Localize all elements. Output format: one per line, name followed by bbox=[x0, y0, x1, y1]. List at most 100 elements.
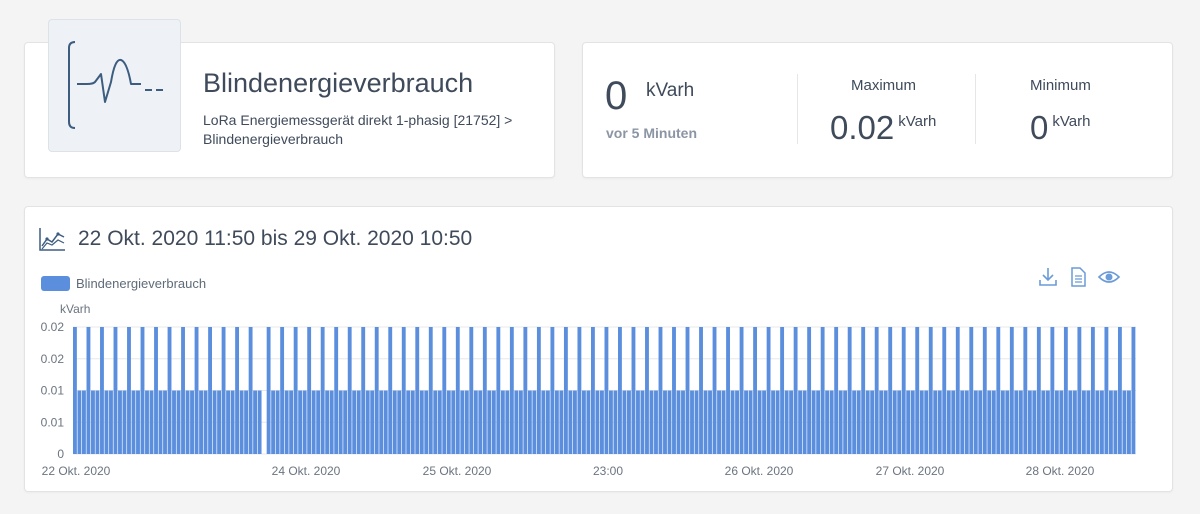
bar[interactable] bbox=[1072, 390, 1077, 455]
bar[interactable] bbox=[361, 327, 366, 454]
bar[interactable] bbox=[284, 390, 289, 455]
bar[interactable] bbox=[694, 390, 699, 455]
bar[interactable] bbox=[181, 327, 185, 454]
bar[interactable] bbox=[829, 390, 834, 455]
bar[interactable] bbox=[784, 390, 789, 455]
bar[interactable] bbox=[505, 390, 510, 455]
bar[interactable] bbox=[482, 327, 487, 454]
bar[interactable] bbox=[955, 327, 960, 454]
bar[interactable] bbox=[780, 327, 785, 454]
bar[interactable] bbox=[127, 327, 131, 454]
bar[interactable] bbox=[654, 390, 658, 455]
bar[interactable] bbox=[406, 390, 411, 455]
bar[interactable] bbox=[131, 390, 136, 455]
bar[interactable] bbox=[451, 390, 456, 455]
bar[interactable] bbox=[244, 390, 249, 455]
bar[interactable] bbox=[338, 390, 343, 455]
bar[interactable] bbox=[446, 390, 451, 455]
bar[interactable] bbox=[766, 327, 771, 454]
bar[interactable] bbox=[825, 390, 830, 455]
bar[interactable] bbox=[95, 390, 100, 455]
bar[interactable] bbox=[500, 390, 505, 455]
download-icon[interactable] bbox=[1038, 266, 1058, 288]
bar[interactable] bbox=[370, 390, 375, 455]
bar[interactable] bbox=[1081, 390, 1086, 455]
bar[interactable] bbox=[964, 390, 969, 455]
bar[interactable] bbox=[843, 390, 848, 455]
bar[interactable] bbox=[928, 327, 933, 454]
bar[interactable] bbox=[672, 327, 676, 454]
bar[interactable] bbox=[649, 390, 654, 455]
document-icon[interactable] bbox=[1069, 266, 1087, 288]
bar[interactable] bbox=[77, 390, 82, 455]
bar[interactable] bbox=[577, 327, 582, 454]
bar[interactable] bbox=[163, 390, 167, 455]
bar[interactable] bbox=[221, 327, 226, 454]
bar[interactable] bbox=[248, 327, 253, 454]
bar[interactable] bbox=[1009, 327, 1014, 454]
bar[interactable] bbox=[1059, 390, 1064, 455]
bar[interactable] bbox=[572, 390, 577, 455]
bar[interactable] bbox=[275, 390, 280, 455]
bar[interactable] bbox=[347, 327, 352, 454]
bar[interactable] bbox=[973, 390, 978, 455]
bar[interactable] bbox=[194, 327, 199, 454]
bar[interactable] bbox=[122, 390, 127, 455]
bar[interactable] bbox=[329, 390, 334, 455]
bar[interactable] bbox=[257, 390, 262, 455]
bar[interactable] bbox=[424, 390, 429, 455]
bar[interactable] bbox=[1032, 390, 1037, 455]
bar[interactable] bbox=[762, 390, 767, 455]
bar[interactable] bbox=[316, 390, 321, 455]
bar[interactable] bbox=[379, 390, 384, 455]
bar[interactable] bbox=[892, 390, 897, 455]
bar[interactable] bbox=[753, 327, 758, 454]
bar[interactable] bbox=[532, 390, 537, 455]
bar[interactable] bbox=[563, 327, 568, 454]
bar[interactable] bbox=[226, 390, 231, 455]
bar[interactable] bbox=[343, 390, 348, 455]
bar[interactable] bbox=[969, 327, 974, 454]
bar[interactable] bbox=[410, 390, 415, 455]
bar[interactable] bbox=[302, 390, 307, 455]
bar[interactable] bbox=[636, 390, 640, 455]
bar[interactable] bbox=[699, 327, 703, 454]
bar[interactable] bbox=[104, 390, 109, 455]
bar[interactable] bbox=[365, 390, 370, 455]
bar[interactable] bbox=[1014, 390, 1019, 455]
bar[interactable] bbox=[527, 390, 532, 455]
bar[interactable] bbox=[253, 390, 258, 455]
bar[interactable] bbox=[631, 327, 636, 454]
bar[interactable] bbox=[590, 327, 595, 454]
bar[interactable] bbox=[271, 390, 276, 455]
bar[interactable] bbox=[879, 390, 884, 455]
bar[interactable] bbox=[86, 327, 91, 454]
bar[interactable] bbox=[460, 390, 465, 455]
bar[interactable] bbox=[924, 390, 929, 455]
bar[interactable] bbox=[613, 390, 618, 455]
bar[interactable] bbox=[374, 327, 379, 454]
bar[interactable] bbox=[856, 390, 861, 455]
bar[interactable] bbox=[996, 327, 1001, 454]
bar[interactable] bbox=[230, 390, 235, 455]
bar[interactable] bbox=[870, 390, 875, 455]
bar[interactable] bbox=[1005, 390, 1010, 455]
bar[interactable] bbox=[167, 327, 172, 454]
bar[interactable] bbox=[172, 390, 176, 455]
legend-swatch[interactable] bbox=[41, 276, 70, 291]
bar[interactable] bbox=[708, 390, 712, 455]
bar[interactable] bbox=[820, 327, 825, 454]
bar[interactable] bbox=[847, 327, 852, 454]
bar[interactable] bbox=[586, 390, 591, 455]
bar[interactable] bbox=[217, 390, 222, 455]
bar[interactable] bbox=[464, 390, 469, 455]
bar[interactable] bbox=[496, 327, 501, 454]
bar[interactable] bbox=[690, 390, 694, 455]
bar[interactable] bbox=[1063, 327, 1068, 454]
bar[interactable] bbox=[748, 390, 753, 455]
bar[interactable] bbox=[838, 390, 843, 455]
bar[interactable] bbox=[307, 327, 312, 454]
bar[interactable] bbox=[509, 327, 514, 454]
bar[interactable] bbox=[730, 390, 735, 455]
bar[interactable] bbox=[798, 390, 803, 455]
